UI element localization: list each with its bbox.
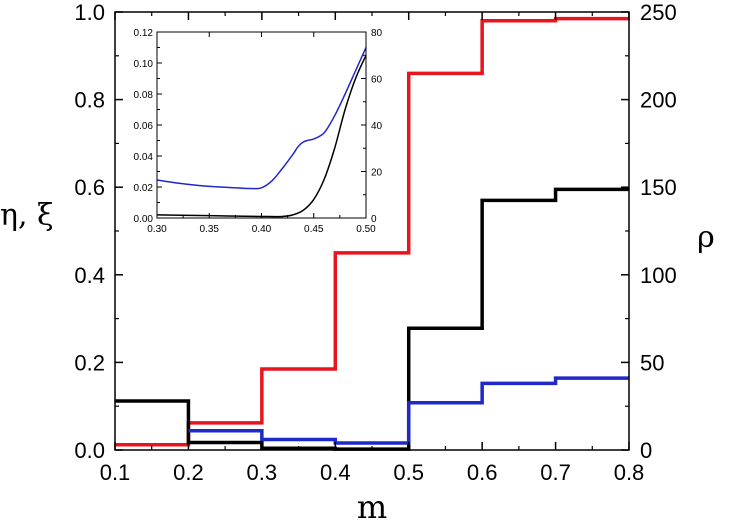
x-tick-label: 0.3 xyxy=(247,460,278,485)
inset-y-right-tick-label: 80 xyxy=(371,28,383,39)
y-right-tick-label: 50 xyxy=(640,350,664,375)
inset-series-1-line xyxy=(156,54,367,218)
left-y-axis-title: η, ξ xyxy=(0,198,54,233)
inset-y-right-tick-label: 40 xyxy=(371,121,383,132)
inset-y-left-tick-label: 0.02 xyxy=(134,183,154,194)
y-left-tick-label: 0.0 xyxy=(74,438,105,463)
y-right-tick-label: 0 xyxy=(640,438,652,463)
inset-series-layer xyxy=(156,47,367,218)
main-series-2-line xyxy=(188,376,629,445)
inset-y-right-tick-label: 20 xyxy=(371,168,383,179)
inset-tick-layer: 0.30 0.35 0.40 0.45 0.50 0.00 0.02 0.04 0.06 0.08… xyxy=(134,28,383,235)
x-tick-label: 0.8 xyxy=(614,460,645,485)
main-tick-layer: 0.1 0.2 0.3 0.4 0.5 0.6 0.7 0.8 0.0 0.2 0.4 0.6 0.8 1… xyxy=(74,0,676,485)
y-right-tick-label: 100 xyxy=(640,263,677,288)
inset-y-left-tick-label: 0.00 xyxy=(134,214,154,225)
inset-y-right-tick-label: 60 xyxy=(371,75,383,86)
inset-x-tick-label: 0.50 xyxy=(356,224,376,235)
x-tick-label: 0.5 xyxy=(393,460,424,485)
x-tick-label: 0.1 xyxy=(100,460,131,485)
y-right-tick-label: 250 xyxy=(640,0,677,25)
inset-x-tick-label: 0.40 xyxy=(252,224,272,235)
inset-x-tick-label: 0.45 xyxy=(304,224,324,235)
y-left-tick-label: 0.4 xyxy=(74,263,105,288)
y-right-tick-label: 150 xyxy=(640,175,677,200)
inset-y-left-tick-label: 0.08 xyxy=(134,90,154,101)
x-tick-label: 0.7 xyxy=(540,460,571,485)
inset-x-tick-label: 0.30 xyxy=(147,224,167,235)
x-axis-title: m xyxy=(357,488,387,523)
inset-y-left-tick-label: 0.04 xyxy=(134,152,154,163)
y-right-tick-label: 200 xyxy=(640,88,677,113)
x-tick-label: 0.2 xyxy=(173,460,204,485)
x-tick-label: 0.6 xyxy=(467,460,498,485)
inset-y-left-tick-label: 0.12 xyxy=(134,28,154,39)
y-left-tick-label: 1.0 xyxy=(74,0,105,25)
inset-y-left-tick-label: 0.10 xyxy=(134,59,154,70)
x-tick-label: 0.4 xyxy=(320,460,351,485)
inset-y-left-tick-label: 0.06 xyxy=(134,121,154,132)
y-left-tick-label: 0.6 xyxy=(74,175,105,200)
y-left-tick-label: 0.2 xyxy=(74,350,105,375)
inset-y-right-tick-label: 0 xyxy=(371,214,377,225)
y-left-tick-label: 0.8 xyxy=(74,88,105,113)
inset-x-tick-label: 0.35 xyxy=(200,224,220,235)
inset-series-0-line xyxy=(156,47,367,190)
right-y-axis-title: ρ xyxy=(697,220,715,255)
main-series-0-line xyxy=(115,16,629,447)
inset-plot-background xyxy=(157,32,366,218)
